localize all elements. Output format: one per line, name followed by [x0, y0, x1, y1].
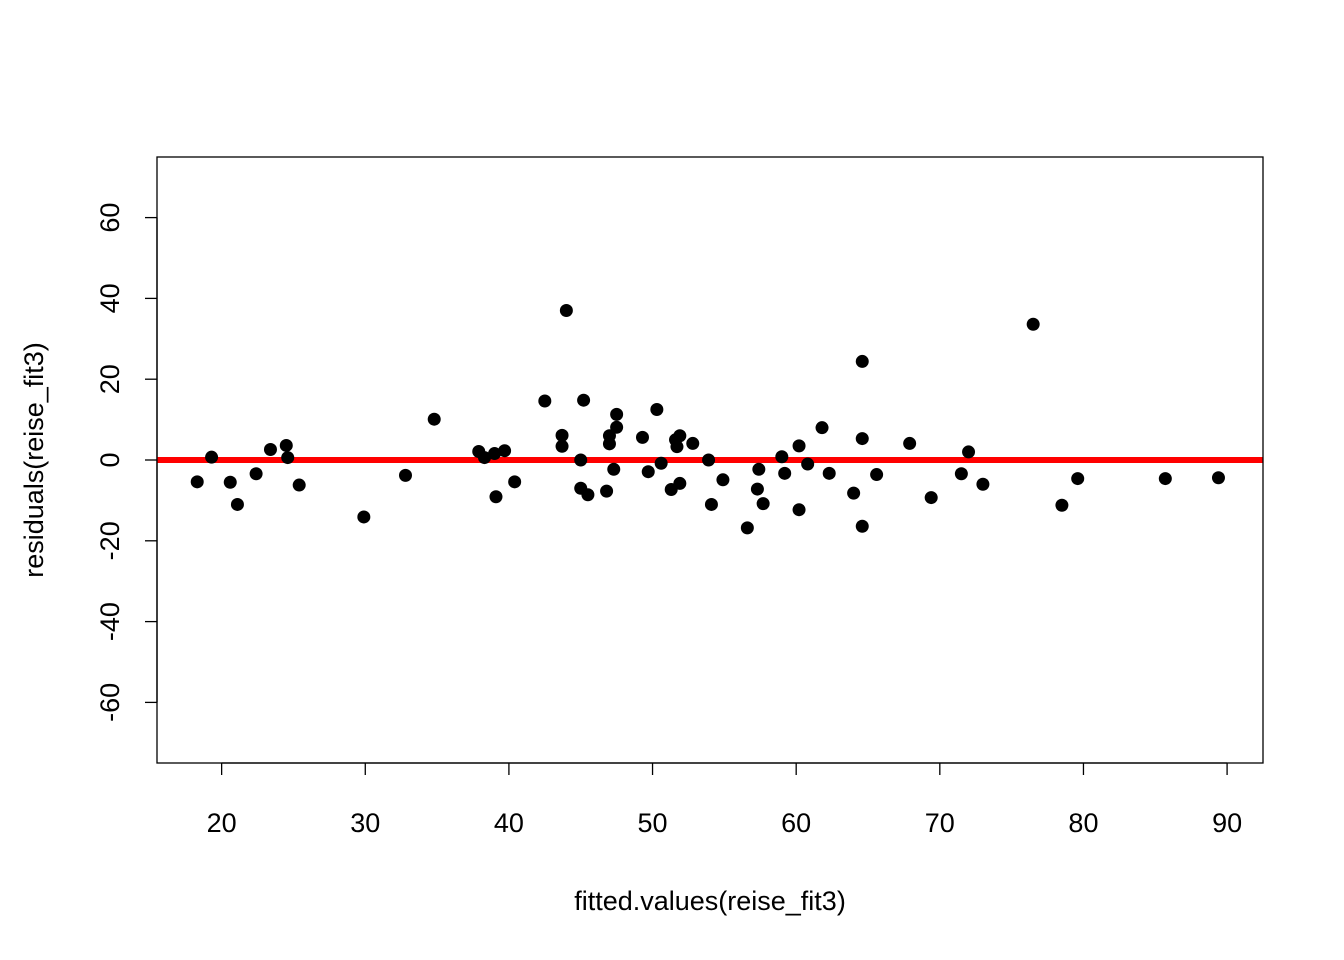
x-tick-label: 80	[1068, 808, 1098, 838]
data-point	[775, 450, 789, 464]
y-axis-title: residuals(reise_fit3)	[19, 342, 49, 578]
data-point	[205, 450, 219, 464]
x-tick-label: 40	[494, 808, 524, 838]
x-tick-label: 90	[1212, 808, 1242, 838]
data-point	[1026, 317, 1040, 331]
y-tick-label: -60	[95, 683, 125, 722]
data-point	[673, 476, 687, 490]
data-point	[847, 486, 861, 500]
data-point	[190, 475, 204, 489]
data-point	[230, 497, 244, 511]
y-tick-label: -20	[95, 521, 125, 560]
x-tick-label: 30	[350, 808, 380, 838]
data-point	[498, 444, 512, 458]
plot-area-border	[156, 156, 1264, 764]
data-point	[815, 421, 829, 435]
data-point	[801, 457, 815, 471]
data-point	[292, 478, 306, 492]
data-point	[654, 456, 668, 470]
data-point	[249, 467, 263, 481]
data-point	[716, 473, 730, 487]
data-point	[855, 432, 869, 446]
y-axis-ticks: -60 -40 -20 0 20 40 60	[95, 203, 158, 722]
data-point	[488, 447, 502, 461]
data-point	[962, 445, 976, 459]
data-point	[822, 466, 836, 480]
data-point	[574, 453, 588, 467]
x-tick-label: 60	[781, 808, 811, 838]
data-point	[555, 428, 569, 442]
data-point	[702, 453, 716, 467]
data-point	[555, 439, 569, 453]
data-point	[559, 304, 573, 318]
data-point	[635, 430, 649, 444]
x-axis-title: fitted.values(reise_fit3)	[574, 886, 846, 916]
data-point	[673, 429, 687, 443]
data-point	[1055, 498, 1069, 512]
data-point	[750, 482, 764, 496]
data-point	[778, 466, 792, 480]
y-tick-label: 40	[95, 283, 125, 313]
data-point	[357, 510, 371, 524]
data-point	[538, 394, 552, 408]
data-point	[756, 497, 770, 511]
data-point	[581, 488, 595, 502]
data-point	[607, 462, 621, 476]
y-tick-label: 20	[95, 364, 125, 394]
data-point	[924, 491, 938, 505]
data-point	[508, 475, 522, 489]
data-point	[610, 407, 624, 421]
data-point	[223, 475, 237, 489]
data-point	[1211, 471, 1225, 485]
data-point	[600, 484, 614, 498]
x-tick-label: 70	[925, 808, 955, 838]
data-point	[870, 468, 884, 482]
x-axis-ticks: 20 30 40 50 60 70 80 90	[207, 762, 1242, 838]
data-point	[704, 497, 718, 511]
y-tick-label: 60	[95, 203, 125, 233]
data-point	[650, 403, 664, 416]
y-tick-label: 0	[95, 452, 125, 467]
data-point	[641, 465, 655, 479]
data-point	[398, 468, 412, 482]
data-point	[263, 442, 277, 456]
data-point	[610, 420, 624, 434]
y-tick-label: -40	[95, 602, 125, 641]
data-point	[752, 462, 766, 476]
data-point	[855, 354, 869, 368]
data-point	[1071, 472, 1085, 486]
data-point	[427, 412, 441, 426]
data-point	[792, 503, 806, 517]
data-point	[279, 438, 293, 452]
data-points	[190, 304, 1225, 535]
data-point	[477, 451, 491, 465]
data-point	[976, 477, 990, 491]
data-point	[577, 393, 591, 407]
data-point	[670, 440, 684, 454]
data-point	[954, 467, 968, 481]
data-point	[792, 439, 806, 453]
data-point	[903, 436, 917, 450]
data-point	[855, 519, 869, 533]
x-tick-label: 20	[207, 808, 237, 838]
data-point	[1158, 472, 1172, 486]
data-point	[489, 490, 503, 504]
x-tick-label: 50	[638, 808, 668, 838]
data-point	[602, 437, 616, 451]
data-point	[281, 451, 295, 465]
data-point	[686, 436, 700, 450]
data-point	[740, 521, 754, 535]
